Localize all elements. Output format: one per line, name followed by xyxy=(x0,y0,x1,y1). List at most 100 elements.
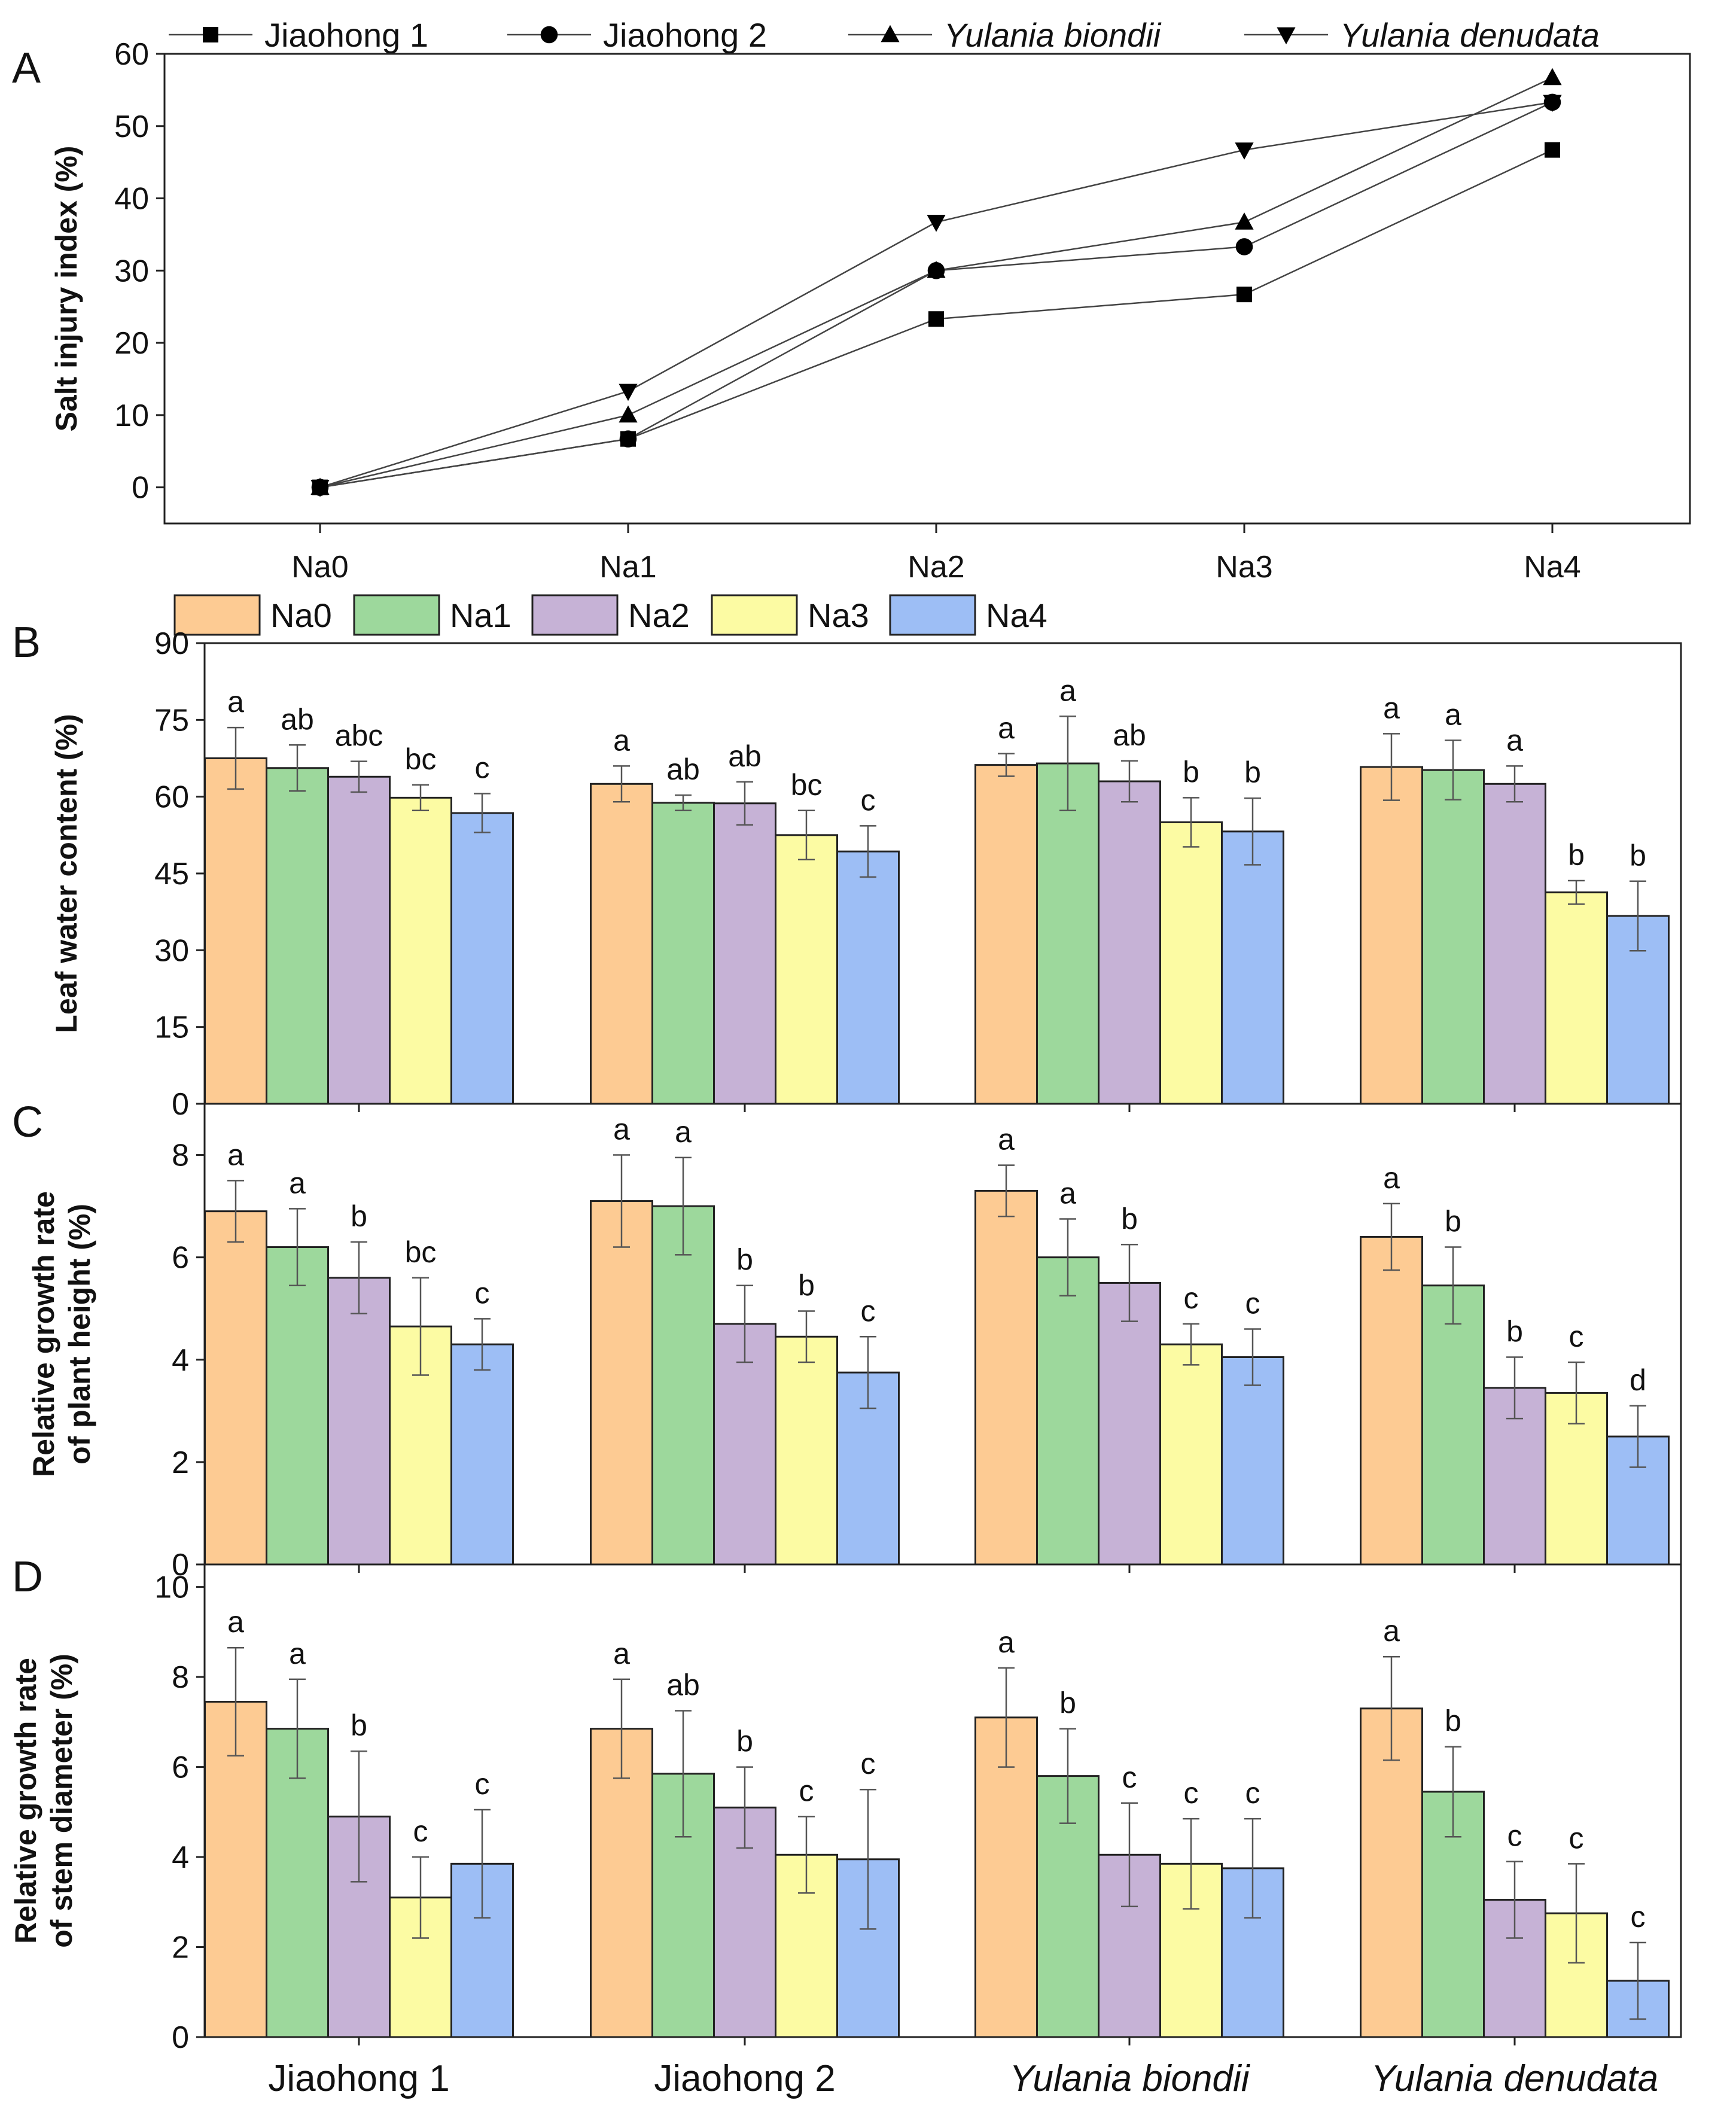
panel-letter-b: B xyxy=(12,619,41,666)
significance-letter: a xyxy=(998,1625,1015,1659)
legend-marker-jiaohong-1 xyxy=(203,27,218,42)
significance-letter: bc xyxy=(405,1235,437,1269)
bar-jiaohong-2-na3 xyxy=(775,834,838,1105)
y-tick-label: 30 xyxy=(114,254,149,288)
bar-yulania-denudata-na2 xyxy=(1483,783,1546,1105)
y-tick-label: 6 xyxy=(172,1241,189,1275)
bar-jiaohong-2-na0 xyxy=(590,1200,653,1566)
legend-marker-yulania-biondii xyxy=(881,25,900,42)
significance-letter: a xyxy=(1059,1177,1076,1210)
y-axis-title-line: of plant height (%) xyxy=(63,1204,96,1465)
point-jiaohong-1-na2 xyxy=(928,311,944,327)
y-tick-label: 0 xyxy=(172,2020,189,2055)
significance-letter: a xyxy=(1445,698,1461,732)
legend-label-yulania-denudata: Yulania denudata xyxy=(1340,16,1600,54)
significance-letter: c xyxy=(413,1815,428,1848)
panel-letter-d: D xyxy=(12,1553,43,1601)
significance-letter: bc xyxy=(791,768,823,802)
legend-panel-a: Jiaohong 1 Jiaohong 2 Yulania biondii Yulan… xyxy=(169,16,1600,54)
significance-letter: c xyxy=(1631,1900,1646,1934)
plot-frame xyxy=(163,53,1691,525)
point-yulania-denudata-na4 xyxy=(1543,95,1562,112)
significance-letter: b xyxy=(351,1200,367,1233)
significance-letter: a xyxy=(1383,691,1400,724)
y-axis-title: Salt injury index (%) xyxy=(50,146,83,432)
significance-letter: c xyxy=(1245,1776,1260,1810)
x-category-jiaohong-1: Jiaohong 1 xyxy=(268,2058,449,2099)
point-yulania-denudata-na0 xyxy=(310,480,330,497)
y-tick-label: 4 xyxy=(172,1840,189,1875)
significance-letter: c xyxy=(475,751,490,785)
legend-swatch-na4 xyxy=(889,594,976,636)
y-tick-label: 10 xyxy=(114,398,149,433)
y-tick-label: 4 xyxy=(172,1343,189,1378)
y-tick-label: 50 xyxy=(114,109,149,144)
bar-jiaohong-1-na0 xyxy=(204,1210,267,1566)
point-yulania-biondii-na4 xyxy=(1543,68,1562,86)
significance-letter: c xyxy=(475,1276,490,1310)
y-tick-label: 2 xyxy=(172,1931,189,1965)
bar-yulania-biondii-na1 xyxy=(1036,1256,1100,1566)
point-yulania-biondii-na2 xyxy=(927,261,946,278)
legend-label-na1: Na1 xyxy=(450,596,511,634)
legend-swatch-na1 xyxy=(353,594,440,636)
significance-letter: a xyxy=(227,1605,244,1639)
y-axis-title-line: Relative growth rate xyxy=(27,1191,60,1477)
legend-label-na4: Na4 xyxy=(986,596,1047,634)
point-yulania-biondii-na3 xyxy=(1235,212,1254,230)
bar-yulania-denudata-na0 xyxy=(1360,1707,1423,2038)
significance-letter: b xyxy=(1568,838,1585,872)
bar-jiaohong-2-na1 xyxy=(651,802,715,1105)
significance-letter: b xyxy=(1059,1686,1076,1720)
significance-letter: a xyxy=(227,685,244,719)
significance-letter: abc xyxy=(335,719,383,753)
y-tick-label: 45 xyxy=(154,857,189,891)
bar-jiaohong-2-na2 xyxy=(713,802,776,1105)
significance-letter: b xyxy=(1183,755,1199,789)
x-category-jiaohong-2: Jiaohong 2 xyxy=(654,2058,835,2099)
significance-letter: b xyxy=(736,1725,753,1758)
bar-yulania-biondii-na2 xyxy=(1098,780,1161,1105)
point-jiaohong-1-na3 xyxy=(1236,287,1252,303)
significance-letter: ab xyxy=(728,739,762,773)
x-tick-label-na4: Na4 xyxy=(1524,550,1580,584)
significance-letter: a xyxy=(613,1113,630,1146)
y-axis-title-line: Relative growth rate xyxy=(9,1658,42,1944)
significance-letter: a xyxy=(613,723,630,757)
point-jiaohong-2-na3 xyxy=(1235,238,1253,255)
y-tick-label: 2 xyxy=(172,1445,189,1480)
y-axis-title-line: of stem diameter (%) xyxy=(45,1654,78,1948)
bar-jiaohong-2-na1 xyxy=(651,1205,715,1566)
bar-jiaohong-1-na0 xyxy=(204,1700,267,2038)
significance-letter: ab xyxy=(666,1669,700,1702)
significance-letter: a xyxy=(1059,674,1076,707)
significance-letter: a xyxy=(998,711,1015,745)
bar-yulania-denudata-na0 xyxy=(1360,766,1423,1105)
y-tick-label: 60 xyxy=(114,37,149,72)
x-tick-label-na0: Na0 xyxy=(291,550,348,584)
significance-letter: d xyxy=(1630,1363,1646,1397)
y-tick-label: 15 xyxy=(154,1010,189,1045)
bar-yulania-biondii-na3 xyxy=(1159,1343,1223,1566)
significance-letter: c xyxy=(1245,1286,1260,1320)
y-axis-title: Leaf water content (%) xyxy=(50,714,83,1033)
bar-yulania-denudata-na1 xyxy=(1421,1284,1485,1566)
y-tick-label: 0 xyxy=(172,1087,189,1122)
significance-letter: a xyxy=(998,1123,1015,1156)
bar-yulania-biondii-na3 xyxy=(1159,821,1223,1105)
bar-jiaohong-1-na1 xyxy=(266,1728,329,2038)
point-jiaohong-1-na4 xyxy=(1545,142,1560,158)
significance-letter: a xyxy=(1506,723,1523,757)
significance-letter: ab xyxy=(666,753,700,786)
y-tick-label: 60 xyxy=(154,780,189,815)
significance-letter: a xyxy=(1383,1614,1400,1648)
legend-label-na3: Na3 xyxy=(808,596,869,634)
significance-letter: c xyxy=(1569,1320,1584,1353)
legend-swatch-na3 xyxy=(711,594,798,636)
y-axis-title: Relative growth rateof stem diameter (%) xyxy=(9,1654,78,1948)
significance-letter: b xyxy=(1506,1315,1523,1348)
y-tick-label: 0 xyxy=(172,1548,189,1582)
bar-jiaohong-1-na1 xyxy=(266,1246,329,1566)
significance-letter: c xyxy=(1507,1819,1522,1853)
